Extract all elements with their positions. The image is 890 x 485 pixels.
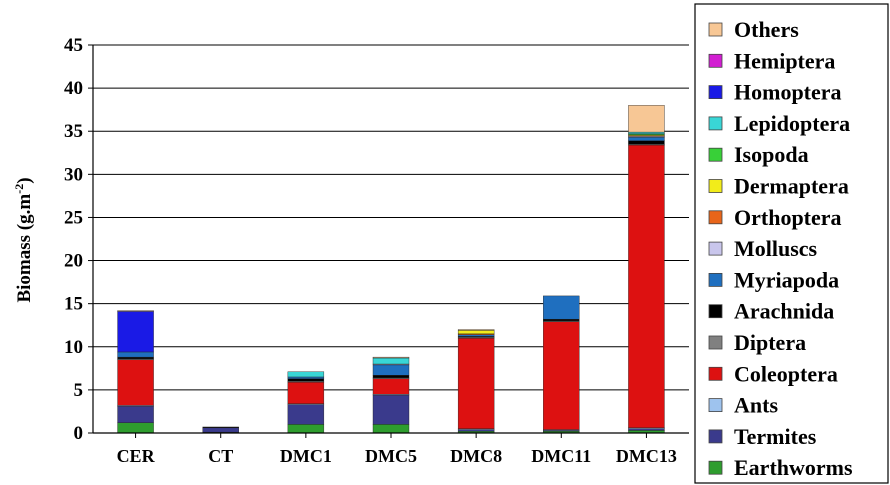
bar-segment-arachnida (543, 318, 580, 322)
legend-swatch-earthworms (708, 460, 723, 475)
y-axis-title: Biomass (g.m-2) (12, 177, 35, 302)
bar-segment-homoptera (117, 311, 154, 353)
bar-segment-others (457, 329, 495, 331)
category-labels: CER CT DMC1 DMC5 DMC8 DMC11 DMC13 (117, 446, 677, 466)
y-tick-labels: 0 5 10 15 20 25 30 35 40 45 (64, 35, 83, 444)
bar-segment-earthworms (372, 424, 410, 434)
category-label: DMC11 (531, 446, 591, 466)
legend: Others Hemiptera Homoptera Lepidoptera Isopo… (694, 3, 889, 484)
legend-label: Others (734, 17, 799, 42)
bar-segment-termites (628, 428, 665, 431)
bar-segment-coleoptera (628, 144, 665, 429)
legend-label: Earthworms (734, 455, 853, 480)
bar-segment-others (628, 105, 665, 133)
bar-segment-coleoptera (287, 381, 325, 404)
bar-segment-dermaptera (457, 330, 495, 335)
legend-label: Termites (734, 424, 817, 449)
category-label: DMC5 (365, 446, 417, 466)
bar-segment-others (372, 356, 410, 359)
legend-swatch-lepidoptera (708, 116, 723, 131)
legend-swatch-arachnida (708, 304, 723, 319)
legend-swatch-hemiptera (708, 53, 723, 68)
legend-label: Myriapoda (734, 267, 839, 292)
legend-label: Dermaptera (734, 174, 849, 199)
bar-segment-myriapoda (117, 351, 154, 358)
bar-segment-lepidoptera (372, 357, 410, 365)
legend-swatch-others (708, 22, 723, 37)
y-tick-label: 0 (74, 423, 84, 444)
bar-segment-arachnida (372, 375, 410, 379)
legend-label: Hemiptera (734, 48, 835, 73)
y-tick-label: 40 (64, 78, 83, 99)
bar-segment-earthworms (287, 424, 325, 434)
bar-segment-termites (372, 394, 410, 425)
bar-segment-coleoptera (117, 359, 154, 406)
y-tick-label: 15 (64, 294, 83, 315)
bar-segment-termites (202, 427, 239, 433)
axes (88, 44, 689, 438)
legend-label: Homoptera (734, 80, 842, 105)
bar-segment-earthworms (117, 422, 154, 434)
bar-segment-arachnida (202, 426, 239, 429)
legend-swatch-coleoptera (708, 366, 723, 381)
bar-segment-termites (287, 404, 325, 425)
bar-segment-termites (457, 429, 495, 432)
legend-swatch-myriapoda (708, 272, 723, 287)
bar-segment-arachnida (287, 378, 325, 382)
bar-segment-termites (117, 406, 154, 423)
category-label: DMC8 (450, 446, 502, 466)
bar-segment-arachnida (628, 140, 665, 145)
y-tick-label: 10 (64, 337, 83, 358)
category-label: CT (208, 446, 233, 466)
y-tick-label: 20 (64, 251, 83, 272)
legend-label: Orthoptera (734, 205, 842, 230)
legend-label: Ants (734, 393, 778, 418)
legend-label: Molluscs (734, 236, 818, 261)
legend-label: Diptera (734, 330, 806, 355)
category-label: CER (117, 446, 156, 466)
bar-segment-coleoptera (372, 378, 410, 395)
bar-segment-myriapoda (628, 137, 665, 141)
bar-segment-myriapoda (543, 295, 580, 320)
legend-swatch-dermaptera (708, 179, 723, 193)
gridlines (93, 44, 689, 391)
legend-label: Isopoda (734, 142, 809, 167)
legend-label: Arachnida (734, 299, 834, 324)
bar-segment-arachnida (117, 356, 154, 360)
legend-frame (694, 3, 889, 484)
bars (117, 105, 665, 434)
legend-swatch-termites (708, 429, 723, 444)
legend-swatch-isopoda (708, 147, 723, 162)
legend-swatch-ants (708, 398, 723, 413)
legend-label: Lepidoptera (734, 111, 850, 136)
legend-swatch-homoptera (708, 85, 723, 99)
legend-swatch-orthoptera (708, 210, 723, 225)
legend-label: Coleoptera (734, 361, 838, 386)
category-label: DMC13 (616, 446, 677, 466)
legend-swatch-molluscs (708, 241, 723, 256)
y-tick-label: 30 (64, 164, 83, 185)
bar-segment-myriapoda (372, 364, 410, 376)
bar-segment-others (117, 310, 154, 312)
y-tick-label: 45 (64, 35, 83, 56)
bar-segment-lepidoptera (628, 131, 665, 135)
y-tick-label: 35 (64, 121, 83, 142)
category-label: DMC1 (280, 446, 332, 466)
bar-segment-coleoptera (457, 337, 495, 429)
y-tick-label: 5 (74, 380, 84, 401)
bar-segment-myriapoda (287, 376, 325, 379)
y-tick-label: 25 (64, 207, 83, 228)
bar-segment-myriapoda (457, 334, 495, 337)
legend-swatch-diptera (708, 335, 723, 350)
bar-segment-coleoptera (543, 321, 580, 430)
bar-segment-lepidoptera (287, 371, 325, 378)
